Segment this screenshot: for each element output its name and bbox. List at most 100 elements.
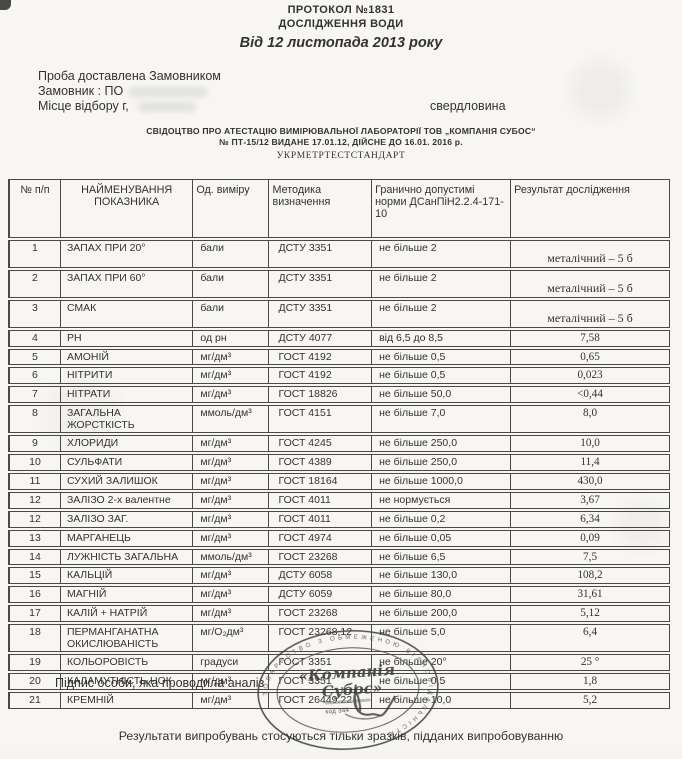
cell-result: металічний – 5 б [511, 299, 670, 328]
cell-name: МАГНІЙ [60, 586, 194, 604]
cell-norm: не більше 2 [372, 269, 512, 298]
document-header: ПРОТОКОЛ №1831 ДОСЛІДЖЕННЯ ВОДИ Від 12 л… [0, 0, 682, 52]
cell-norm: не більше 2 [372, 239, 512, 268]
cell-norm: не більше 0,5 [372, 348, 512, 366]
cell-method: ГОСТ 4389 [269, 454, 373, 471]
cell-name: ЗАГАЛЬНА ЖОРСТКІСТЬ [60, 405, 194, 434]
table-row: 4 РН од рн ДСТУ 4077 від 6,5 до 8,5 7,58 [8, 329, 670, 347]
cell-unit: мг/О₂дм³ [193, 624, 270, 653]
cell-result: металічний – 5 б [511, 269, 670, 298]
cell-norm: не більше 6,5 [372, 548, 512, 566]
table-row: 16 МАГНІЙ мг/дм³ ДСТУ 6059 не більше 80,0 31,… [8, 586, 670, 604]
certificate-line-2: № ПТ-15/12 ВИДАНЕ 17.01.12, ДІЙСНЕ ДО 16… [219, 137, 463, 148]
table-row: 14 ЛУЖНІСТЬ ЗАГАЛЬНА ммоль/дм³ ГОСТ 23268 не… [8, 548, 670, 566]
footer-note: Результати випробувань стосуються тільки… [118, 729, 564, 743]
cell-result: 108,2 [511, 567, 670, 585]
cell-method: ДСТУ 6058 [269, 567, 373, 585]
cell-n: 20 [8, 673, 61, 690]
header-unit: Од. виміру [193, 178, 270, 238]
cell-n: 14 [8, 548, 61, 566]
cell-unit: мг/дм³ [193, 386, 270, 404]
cell-n: 19 [8, 654, 61, 671]
cell-name: ПЕРМАНГАНАТНА ОКИСЛЮВАНІСТЬ [60, 624, 194, 653]
sample-info-block: Проба доставлена Замовником Замовник : П… [38, 69, 682, 114]
cell-norm: не більше 7,0 [372, 405, 512, 434]
cell-result: 31,61 [511, 586, 670, 604]
cell-result: 8,0 [511, 405, 670, 434]
cell-name: ЗАЛІЗО ЗАГ. [60, 510, 194, 528]
table-row: 6 НІТРИТИ мг/дм³ ГОСТ 4192 не більше 0,5 0,02… [8, 367, 670, 385]
header-method: Методика визначення [269, 178, 373, 238]
cell-norm: не більше 250,0 [372, 454, 512, 471]
signature-caption: Підпис особи, яка проводила аналіз [55, 676, 265, 690]
cell-norm: не більше 0,5 [372, 367, 512, 385]
table-row: 5 АМОНІЙ мг/дм³ ГОСТ 4192 не більше 0,5 0,65 [8, 348, 670, 366]
cell-n: 2 [8, 269, 61, 298]
cell-method: ГОСТ 4011 [269, 510, 373, 528]
cell-norm: не більше 2 [372, 299, 512, 328]
protocol-date: Від 12 листопада 2013 року [239, 34, 443, 51]
cell-unit: мг/дм³ [193, 367, 270, 385]
cell-name: ХЛОРИДИ [60, 435, 194, 453]
redacted-smudge [138, 101, 196, 112]
cell-method: ГОСТ 23268.12 [269, 624, 373, 653]
cell-norm: не більше 1000,0 [372, 473, 512, 490]
cell-name: МАРГАНЕЦЬ [60, 529, 194, 547]
cell-name: КАЛАМУТНІСТЬ,НОК [60, 673, 194, 690]
cell-unit: мг/дм³ [193, 586, 270, 604]
signature-stroke [344, 713, 381, 720]
header-number: № п/п [8, 178, 61, 238]
cell-unit: градуси [193, 654, 270, 671]
cell-method: ГОСТ 4011 [269, 491, 373, 509]
cell-result: 430,0 [511, 473, 670, 490]
cell-method: ГОСТ 23268 [269, 548, 373, 566]
cell-unit: мг/дм³ [193, 510, 270, 528]
cell-name: ЗАЛІЗО 2-х валентне [60, 491, 194, 509]
cell-unit: мг/дм³ [193, 454, 270, 471]
table-row: 15 КАЛЬЦІЙ мг/дм³ ДСТУ 6058 не більше 130,0 1… [8, 567, 670, 585]
cell-method: ГОСТ 4192 [269, 367, 373, 385]
cell-name: СМАК [60, 299, 194, 328]
cell-result: 1,8 [511, 673, 670, 690]
cell-norm: не більше 10,0 [372, 691, 512, 709]
header-norm: Гранично допустимі норми ДСанПіН2.2.4-17… [372, 178, 512, 238]
table-row: 11 СУХИЙ ЗАЛИШОК мг/дм³ ГОСТ 18164 не більше… [8, 473, 670, 490]
cell-n: 6 [8, 367, 61, 385]
cell-unit: мг/дм³ [193, 348, 270, 366]
cell-name: КАЛЬЦІЙ [60, 567, 194, 585]
cell-unit: ммоль/дм³ [193, 405, 270, 434]
customer-text: Замовник : ПО [38, 83, 124, 98]
cell-name: ЛУЖНІСТЬ ЗАГАЛЬНА [60, 548, 194, 566]
cell-method: ДСТУ 3351 [269, 239, 373, 268]
cell-n: 12 [8, 510, 61, 528]
cell-n: 8 [8, 405, 61, 434]
table-row: 3 СМАК бали ДСТУ 3351 не більше 2 металічний … [8, 299, 670, 328]
cell-n: 18 [8, 624, 61, 653]
customer-line: Замовник : ПО [38, 84, 682, 99]
cell-method: ДСТУ 3351 [269, 269, 373, 298]
table-row: 7 НІТРАТИ мг/дм³ ГОСТ 18826 не більше 50,0 <0… [8, 386, 670, 404]
cell-result: 0,65 [511, 348, 670, 366]
table-row: 8 ЗАГАЛЬНА ЖОРСТКІСТЬ ммоль/дм³ ГОСТ 4151 не… [8, 405, 670, 434]
cell-method: ДСТУ 4077 [269, 329, 373, 347]
cell-method: ДСТУ 6059 [269, 586, 373, 604]
table-row: 19 КОЛЬОРОВІСТЬ градуси ГОСТ 3351 не більше … [8, 654, 670, 671]
cell-n: 9 [8, 435, 61, 453]
cell-result: 3,67 [511, 491, 670, 509]
cell-norm: не нормується [372, 491, 512, 509]
protocol-title: ПРОТОКОЛ №1831 [287, 4, 395, 16]
cell-unit: мг/дм³ [193, 435, 270, 453]
cell-n: 7 [8, 386, 61, 404]
results-table-head: № п/п НАЙМЕНУВАННЯ ПОКАЗНИКА Од. виміру … [8, 178, 670, 238]
cell-unit: бали [193, 299, 270, 328]
cell-unit: мг/дм³ [193, 473, 270, 490]
results-body: 1 ЗАПАХ ПРИ 20° бали ДСТУ 3351 не більше 2 ме… [8, 239, 670, 709]
header-indicator: НАЙМЕНУВАННЯ ПОКАЗНИКА [60, 178, 194, 238]
table-row: 18 ПЕРМАНГАНАТНА ОКИСЛЮВАНІСТЬ мг/О₂дм³ ГОС… [8, 624, 670, 653]
cell-method: ГОСТ 4192 [269, 348, 373, 366]
cell-unit: ммоль/дм³ [193, 548, 270, 566]
cell-result: 10,0 [511, 435, 670, 453]
table-row: 17 КАЛІЙ + НАТРІЙ мг/дм³ ГОСТ 23268 не більш… [8, 605, 670, 622]
table-row: 12 ЗАЛІЗО ЗАГ. мг/дм³ ГОСТ 4011 не більше 0,… [8, 510, 670, 528]
redacted-smudge [128, 86, 208, 97]
